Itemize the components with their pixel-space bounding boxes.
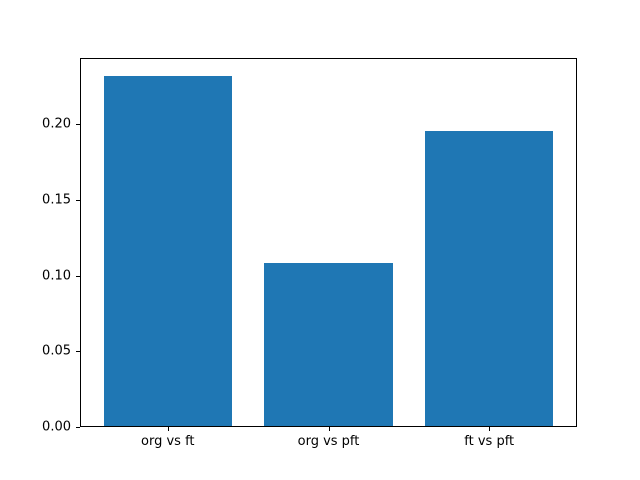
x-tick-label: ft vs pft [464, 434, 515, 449]
y-tick-label: 0.15 [42, 192, 71, 208]
y-tick-label: 0.05 [42, 343, 71, 359]
x-tick-mark [167, 427, 169, 431]
y-tick-label: 0.10 [42, 268, 71, 284]
bar-org-vs-ft [103, 76, 233, 426]
y-tick-mark [76, 351, 80, 353]
y-tick-mark [76, 199, 80, 201]
y-tick-mark [76, 275, 80, 277]
y-tick-label: 0.20 [42, 116, 71, 132]
y-tick-label: 0.00 [42, 419, 71, 435]
plot-area [80, 58, 577, 427]
x-tick-label: org vs pft [297, 434, 360, 449]
y-tick-mark [76, 427, 80, 428]
bar-ft-vs-pft [424, 130, 554, 426]
x-tick-mark [328, 427, 330, 431]
x-tick-label: org vs ft [141, 434, 195, 449]
x-tick-mark [489, 427, 491, 431]
y-tick-mark [76, 124, 80, 126]
bar-org-vs-pft [264, 263, 393, 426]
